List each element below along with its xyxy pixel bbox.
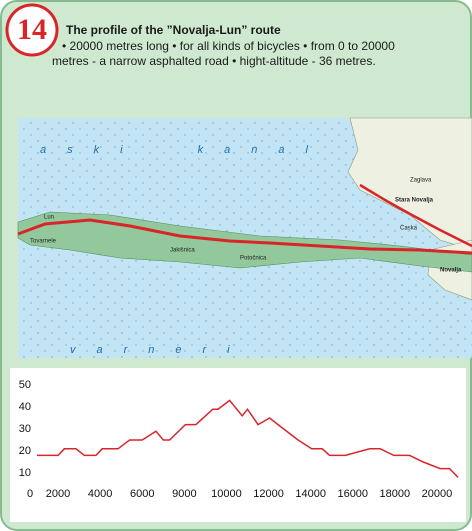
elevation-chart: 10 20 30 40 50 2000 4000 6000 9000 10000 12000 1400…	[19, 379, 459, 500]
sea-name: varneri	[70, 344, 251, 356]
route	[359, 183, 472, 248]
x-tick-label: 6000	[130, 488, 154, 500]
description-line: • 20000 metres long • for all kinds of b…	[62, 39, 395, 53]
map-label: Potočnica	[240, 256, 267, 262]
x-tick-label: 14000	[295, 488, 326, 500]
map-label: Stara Novalja	[395, 198, 434, 204]
route-number: 14	[17, 13, 47, 46]
elevation-line	[37, 399, 459, 478]
title: The profile of the ”Novalja-Lun” route	[66, 23, 281, 37]
description-line: metres - a narrow asphalted road • hight…	[52, 54, 376, 68]
y-tick-label: 50	[19, 379, 31, 391]
map-label: Jakišnica	[170, 248, 195, 254]
y-tick-label: 20	[19, 445, 31, 457]
map: aski kanal varneri Lun Tovarnele Jakišni…	[17, 117, 472, 358]
sea-name: aski kanal	[40, 144, 329, 156]
x-tick-label: 12000	[253, 488, 284, 500]
x-tick-label: 10000	[211, 488, 242, 500]
x-tick-label: 18000	[380, 488, 411, 500]
route	[17, 218, 472, 255]
number-badge	[5, 3, 59, 57]
map-label: Lun	[44, 215, 54, 221]
map-label: Novalja	[440, 268, 462, 274]
map-label: Caska	[400, 226, 418, 232]
y-tick-label: 10	[19, 467, 31, 479]
x-tick-label: 16000	[337, 488, 368, 500]
map-label: Tovarnele	[30, 239, 57, 245]
x-tick-label: 2000	[46, 488, 70, 500]
origin-label: 0	[27, 488, 33, 500]
x-tick-label: 20000	[422, 488, 453, 500]
x-tick-label: 4000	[88, 488, 112, 500]
chart-panel	[10, 368, 466, 522]
map-label: Zaglava	[410, 178, 432, 184]
x-tick-label: 9000	[172, 488, 196, 500]
mainland	[347, 117, 472, 251]
y-tick-label: 40	[19, 401, 31, 413]
y-tick-label: 30	[19, 423, 31, 435]
